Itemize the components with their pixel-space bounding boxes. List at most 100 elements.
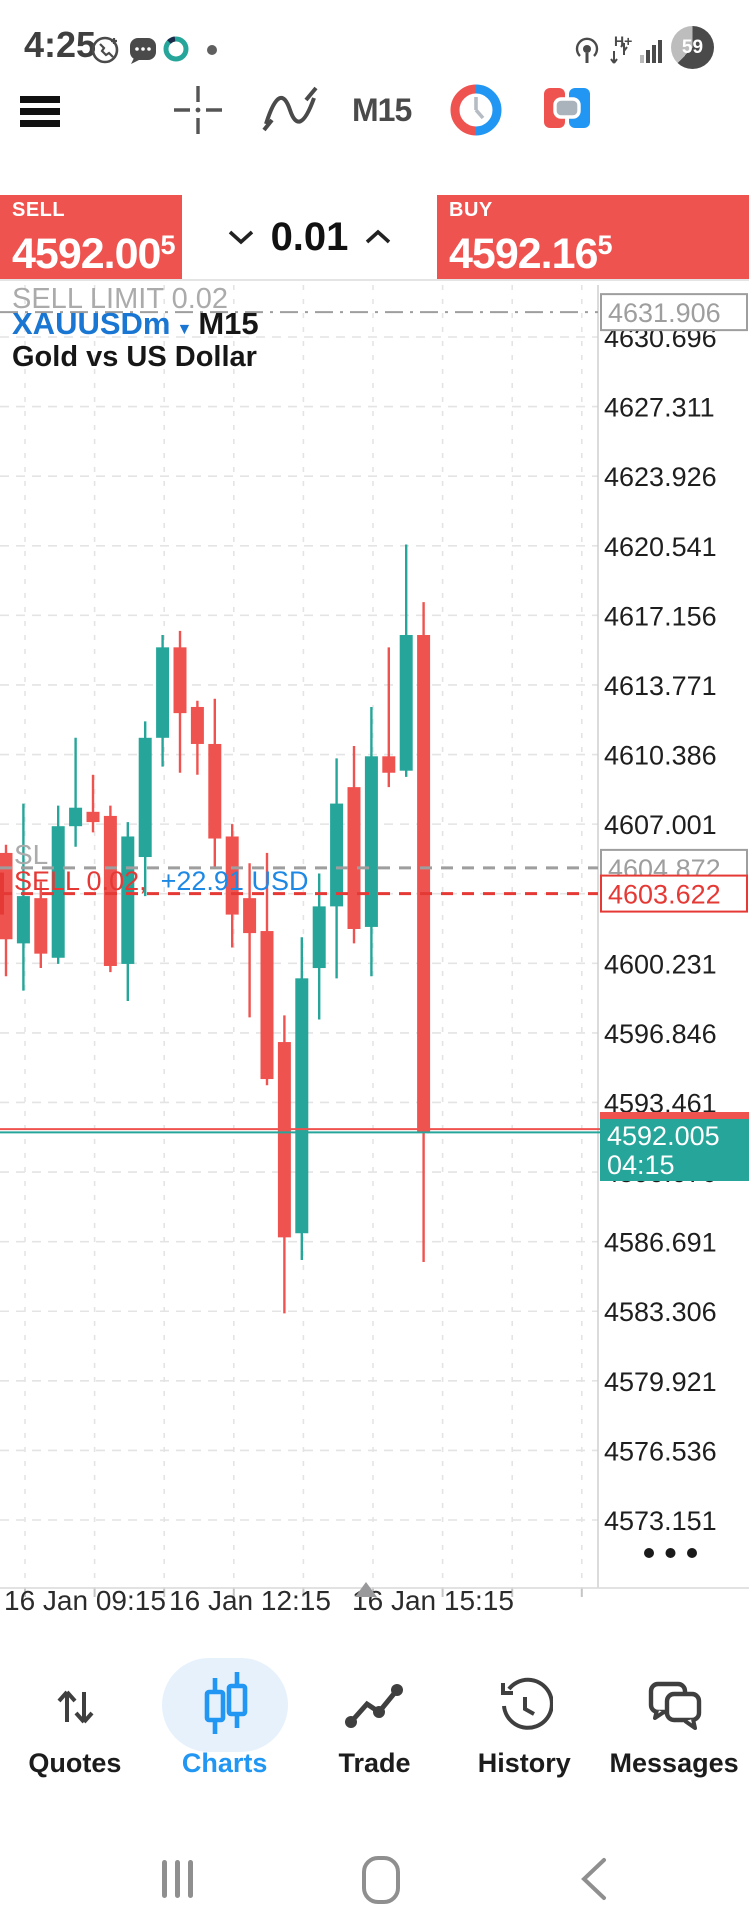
nav-messages-label: Messages [609, 1748, 739, 1778]
position-label-edge [0, 872, 4, 915]
bottom-navigation: Quotes Charts Trade History [0, 1650, 749, 1815]
signal-bars-icon [640, 40, 662, 63]
candle-body [34, 898, 48, 954]
nav-history-label: History [477, 1748, 571, 1778]
price-level-box [600, 293, 748, 332]
open-position-label[interactable]: SELL 0.02, +22.91 USD [14, 866, 308, 897]
nav-quotes-label: Quotes [28, 1748, 122, 1778]
time-axis-label: 16 Jan 09:15 [4, 1585, 166, 1616]
candle-body [295, 978, 309, 1234]
candle-body [51, 826, 65, 958]
candle-body [417, 635, 431, 1133]
buy-label: BUY [449, 199, 493, 221]
volume-increase-button[interactable] [361, 226, 395, 248]
status-right-icons: H+ [575, 33, 662, 64]
trade-line-icon [345, 1684, 404, 1728]
volume-decrease-button[interactable] [224, 226, 258, 248]
sync-ring-icon [163, 36, 189, 62]
price-level-box-value: 4631.906 [608, 298, 721, 328]
candle-body [138, 737, 152, 858]
notification-dot-icon [207, 45, 217, 55]
nav-history[interactable]: History [449, 1650, 599, 1815]
history-clock-icon [501, 1677, 554, 1730]
candle-body [364, 756, 378, 927]
candle-body [103, 815, 117, 966]
chart-more-dots[interactable] [665, 1548, 676, 1558]
stop-loss-label[interactable]: SL [14, 839, 49, 870]
symbol-description: Gold vs US Dollar [12, 341, 257, 373]
chart-more-dots[interactable] [687, 1548, 697, 1558]
volume-stepper: 0.01 [182, 195, 437, 279]
android-home-button[interactable] [358, 1852, 406, 1906]
price-axis-label: 4583.306 [604, 1297, 717, 1327]
candle-body [382, 756, 396, 773]
svg-text:H+: H+ [614, 33, 632, 49]
trade-panel: SELL 4592.005 0.01 BUY 4592.165 [0, 195, 749, 281]
price-axis-label: 4627.311 [604, 393, 715, 423]
nav-messages[interactable]: Messages [599, 1650, 749, 1815]
time-axis-label: 16 Jan 15:15 [352, 1585, 514, 1616]
quotes-arrows-icon [57, 1690, 94, 1724]
crosshair-icon[interactable] [172, 84, 224, 136]
price-axis-label: 4573.151 [604, 1506, 717, 1536]
chat-bubble-icon [130, 38, 156, 64]
price-axis-label: 4617.156 [604, 601, 717, 631]
candle-body [86, 811, 100, 823]
sell-button[interactable]: SELL 4592.005 [0, 195, 182, 279]
one-click-trading-icon[interactable] [542, 86, 592, 134]
charts-candles-icon [204, 1672, 247, 1734]
price-axis-label: 4613.771 [604, 671, 717, 701]
position-side-volume: SELL 0.02, [14, 866, 147, 896]
bid-badge-time: 04:15 [607, 1150, 675, 1180]
nav-trade-label: Trade [338, 1748, 411, 1778]
buy-button[interactable]: BUY 4592.165 [437, 195, 749, 279]
price-axis-label: 4586.691 [604, 1228, 717, 1258]
price-axis-label: 4620.541 [604, 532, 717, 562]
candle-body [399, 635, 413, 771]
battery-percent: 59 [681, 36, 704, 58]
price-axis-label: 4623.926 [604, 462, 717, 492]
price-level-box-value: 4603.622 [608, 880, 721, 910]
symbol-name[interactable]: XAUUSDm [12, 306, 171, 341]
sell-label: SELL [12, 199, 66, 221]
android-back-button[interactable] [574, 1852, 614, 1906]
candle-body [121, 836, 135, 964]
candle-body [208, 743, 222, 839]
candle-body [347, 787, 361, 929]
status-time: 4:25 [24, 24, 97, 65]
price-axis-label: 4610.386 [604, 741, 717, 771]
whatsapp-icon [91, 36, 119, 64]
nav-quotes[interactable]: Quotes [0, 1650, 150, 1815]
price-axis-label: 4576.536 [604, 1436, 717, 1466]
pending-order-label[interactable]: SELL LIMIT 0.02 [12, 283, 229, 315]
sell-price: 4592.005 [12, 230, 175, 278]
candle-body [69, 807, 83, 827]
candle-body [312, 906, 326, 969]
timeframe-button[interactable]: M15 [352, 92, 412, 128]
current-bar-marker [355, 1582, 377, 1597]
price-axis-label: 4579.921 [604, 1367, 717, 1397]
android-recents-button[interactable] [156, 1852, 202, 1906]
candle-body [330, 803, 344, 907]
candle-body [277, 1042, 291, 1238]
candle-body [190, 706, 204, 744]
battery-icon: 59 [671, 26, 714, 69]
price-axis-label: 4600.231 [604, 949, 717, 979]
nav-trade[interactable]: Trade [300, 1650, 450, 1815]
volume-value[interactable]: 0.01 [270, 214, 349, 259]
symbol-selector[interactable]: XAUUSDm ▼ M15 [12, 306, 259, 342]
chevron-down-icon: ▼ [176, 321, 193, 338]
symbol-timeframe: M15 [198, 306, 259, 341]
nav-charts-label: Charts [181, 1748, 268, 1778]
candle-body [173, 647, 187, 714]
chart-more-dots[interactable] [644, 1548, 654, 1558]
trading-sessions-icon[interactable] [450, 84, 502, 136]
nav-charts[interactable]: Charts [150, 1650, 300, 1815]
menu-hamburger-icon[interactable] [18, 88, 64, 134]
price-chart[interactable]: 4630.6964627.3114623.9264620.5414617.156… [0, 285, 749, 1640]
indicators-icon[interactable] [262, 86, 320, 136]
time-axis-label: 16 Jan 12:15 [169, 1585, 331, 1616]
candle-body [260, 931, 274, 1080]
buy-price: 4592.165 [449, 230, 612, 278]
